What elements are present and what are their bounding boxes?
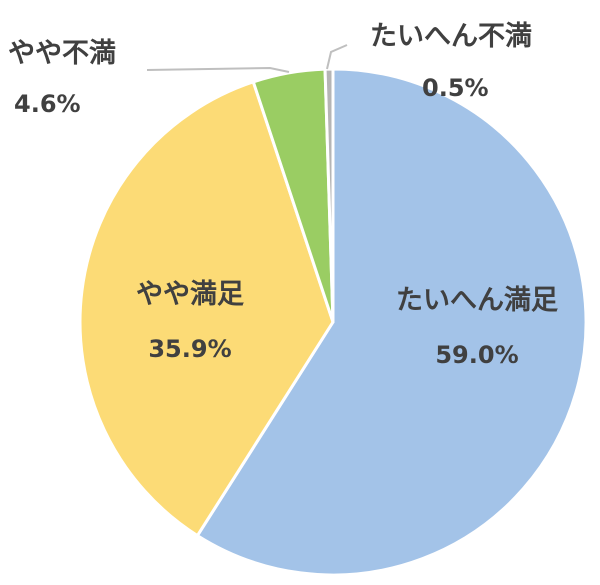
slice-percent-4: 0.5% (422, 74, 489, 102)
pie-slice-1 (195, 67, 588, 577)
slice-label-2: やや満足 (136, 279, 244, 310)
leader-line-3 (146, 66, 290, 73)
slice-label-1: たいへん満足 (396, 285, 558, 316)
slice-percent-3: 4.6% (14, 90, 81, 118)
leader-line-4 (326, 44, 348, 70)
slice-label-4: たいへん不満 (370, 21, 532, 52)
slice-percent-2: 35.9% (148, 335, 231, 363)
slice-percent-1: 59.0% (435, 341, 518, 369)
pie-slice-2 (78, 80, 335, 538)
pie-slice-4 (323, 67, 335, 324)
slice-label-3: やや不満 (8, 38, 116, 69)
